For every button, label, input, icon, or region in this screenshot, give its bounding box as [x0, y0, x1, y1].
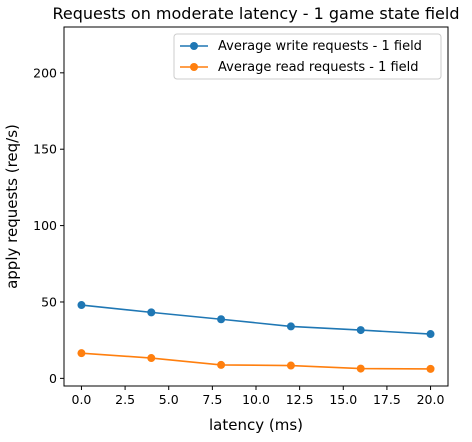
data-point — [217, 360, 226, 369]
data-point — [147, 354, 156, 363]
y-axis-label: apply requests (req/s) — [3, 124, 21, 289]
legend-label-write: Average write requests - 1 field — [218, 39, 422, 54]
legend-label-read: Average read requests - 1 field — [218, 60, 419, 75]
data-point — [356, 326, 365, 335]
legend-marker-read — [190, 63, 198, 71]
chart-title: Requests on moderate latency - 1 game st… — [53, 4, 460, 23]
series-layer — [77, 301, 435, 373]
data-point — [426, 330, 435, 339]
x-axis: 0.0 2.5 5.0 7.5 10.0 12.5 15.0 17.5 20.0 — [72, 386, 445, 407]
x-tick-label: 10.0 — [242, 392, 270, 407]
x-tick-label: 5.0 — [159, 392, 179, 407]
x-tick-label: 7.5 — [202, 392, 222, 407]
y-tick-label: 50 — [41, 294, 57, 309]
y-axis: 0 50 100 150 200 — [33, 65, 64, 386]
x-tick-label: 12.5 — [286, 392, 314, 407]
y-tick-label: 100 — [33, 218, 57, 233]
series-line-1 — [81, 352, 431, 370]
y-tick-label: 150 — [33, 142, 57, 157]
legend-box — [173, 33, 442, 80]
legend: Average write requests - 1 field Average… — [173, 33, 442, 80]
y-tick-label: 200 — [33, 65, 57, 80]
x-tick-label: 15.0 — [329, 392, 357, 407]
data-point — [77, 301, 86, 310]
legend-marker-write — [190, 42, 198, 50]
x-tick-label: 0.0 — [72, 392, 92, 407]
x-tick-label: 2.5 — [115, 392, 135, 407]
data-point — [426, 364, 435, 373]
data-point — [147, 308, 156, 317]
series-line-0 — [81, 304, 431, 335]
y-tick-label: 0 — [49, 371, 57, 386]
x-tick-label: 20.0 — [417, 392, 445, 407]
x-tick-label: 17.5 — [373, 392, 401, 407]
plot-area — [63, 26, 449, 387]
data-point — [356, 364, 365, 373]
data-point — [77, 349, 86, 358]
x-axis-label: latency (ms) — [209, 416, 303, 434]
data-point — [217, 315, 226, 324]
data-point — [286, 322, 295, 331]
data-point — [286, 361, 295, 370]
